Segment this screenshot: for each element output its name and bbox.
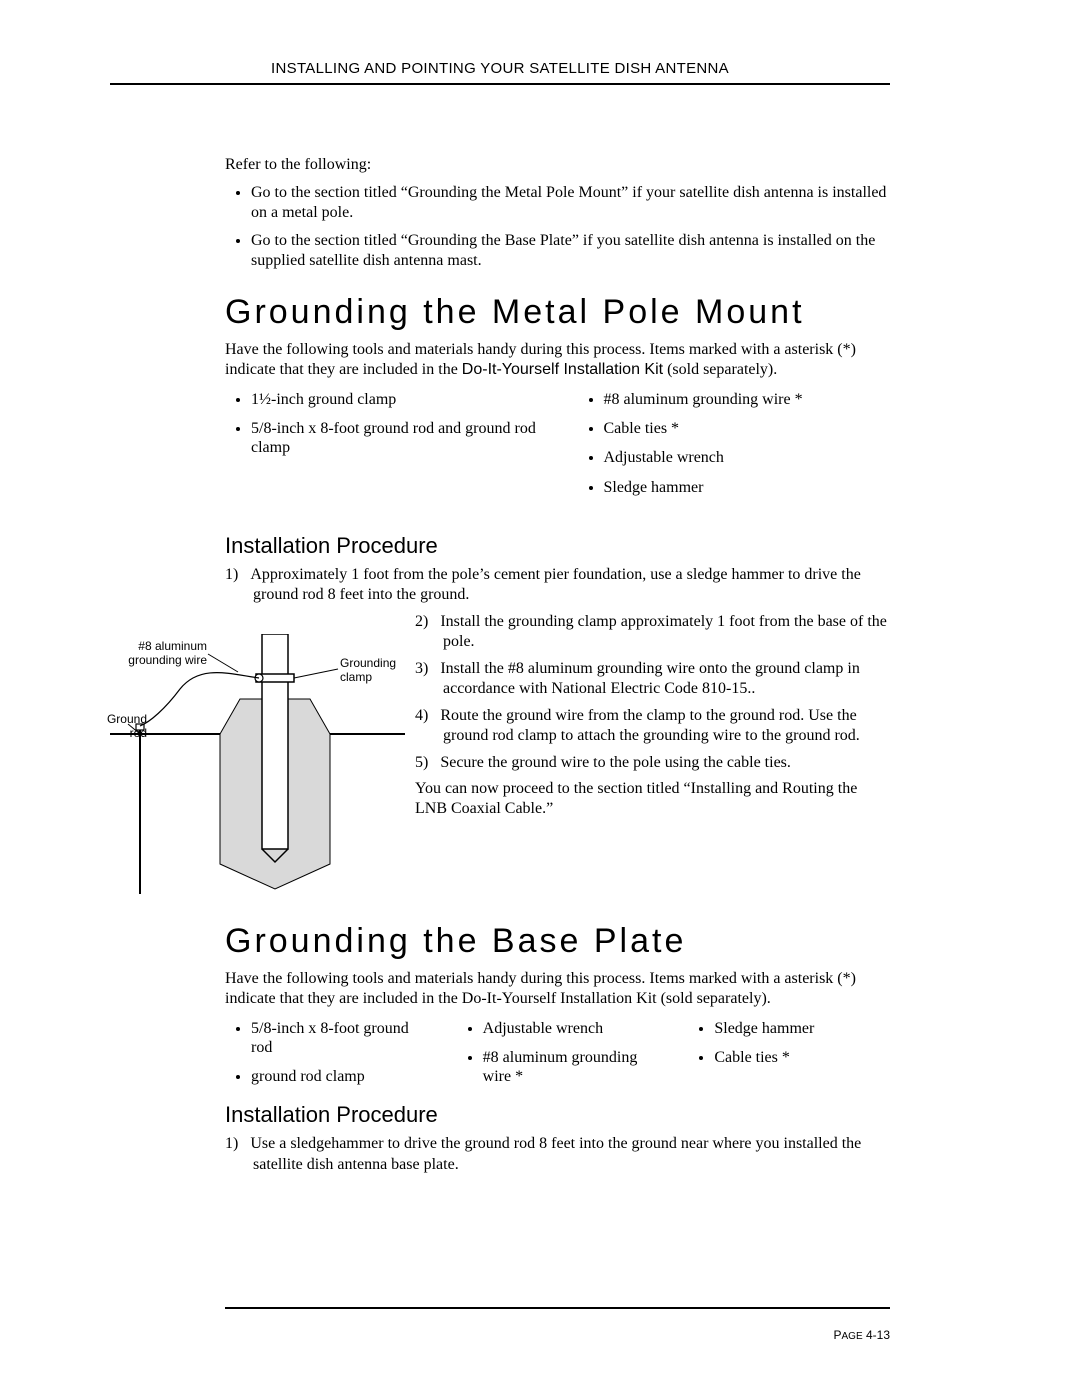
list-item: Cable ties * <box>604 419 891 438</box>
procedure-with-figure: #8 aluminum grounding wire Grounding cla… <box>225 612 890 882</box>
step-text: Approximately 1 foot from the pole’s cem… <box>250 566 861 603</box>
tools-list: 1½-inch ground clamp 5/8-inch x 8-foot g… <box>225 390 538 458</box>
footer-rule <box>225 1307 890 1309</box>
subhead-installation: Installation Procedure <box>225 533 890 559</box>
grounding-diagram: #8 aluminum grounding wire Grounding cla… <box>110 634 405 909</box>
closing-note: You can now proceed to the section title… <box>415 779 890 819</box>
figure-label-rod: Ground rod <box>92 712 147 740</box>
list-item: Adjustable wrench <box>604 448 891 467</box>
header-rule <box>110 83 890 85</box>
step-text: Install the #8 aluminum grounding wire o… <box>440 660 859 697</box>
step-text: Install the grounding clamp approximatel… <box>440 613 887 650</box>
step-number: 2) <box>415 613 428 630</box>
list-item: Sledge hammer <box>604 478 891 497</box>
tools-list: Adjustable wrench #8 aluminum grounding … <box>457 1019 659 1087</box>
tools-list: #8 aluminum grounding wire * Cable ties … <box>578 390 891 497</box>
page: INSTALLING AND POINTING YOUR SATELLITE D… <box>0 0 1080 1397</box>
list-item: Go to the section titled “Grounding the … <box>251 183 890 223</box>
running-head: INSTALLING AND POINTING YOUR SATELLITE D… <box>110 60 890 77</box>
subhead-installation: Installation Procedure <box>225 1102 890 1128</box>
list-item: Cable ties * <box>714 1048 890 1067</box>
step: 1) Approximately 1 foot from the pole’s … <box>225 565 890 606</box>
list-item: #8 aluminum grounding wire * <box>483 1048 659 1086</box>
step: 2) Install the grounding clamp approxima… <box>415 612 890 653</box>
step-number: 3) <box>415 660 428 677</box>
step: 3) Install the #8 aluminum grounding wir… <box>415 659 890 700</box>
figure-label-wire: #8 aluminum grounding wire <box>112 639 207 667</box>
tools-list: 5/8-inch x 8-foot ground rod ground rod … <box>225 1019 427 1087</box>
step-number: 1) <box>225 1135 238 1152</box>
list-item: 1½-inch ground clamp <box>251 390 538 409</box>
section-intro: Have the following tools and materials h… <box>225 969 890 1009</box>
step-text: Use a sledgehammer to drive the ground r… <box>250 1135 861 1172</box>
list-item: ground rod clamp <box>251 1067 427 1086</box>
procedure-steps: 2) Install the grounding clamp approxima… <box>415 612 890 819</box>
body-content: Refer to the following: Go to the sectio… <box>225 155 890 1175</box>
section-title-base-plate: Grounding the Base Plate <box>225 922 890 961</box>
step-number: 4) <box>415 707 428 724</box>
list-item: 5/8-inch x 8-foot ground rod <box>251 1019 427 1057</box>
kit-name: Do-It-Yourself Installation Kit <box>462 361 663 378</box>
step-number: 5) <box>415 754 428 771</box>
step-number: 1) <box>225 566 238 583</box>
step: 1) Use a sledgehammer to drive the groun… <box>225 1134 890 1175</box>
step: 4) Route the ground wire from the clamp … <box>415 706 890 747</box>
figure-label-clamp: Grounding clamp <box>340 656 410 684</box>
step-text: Route the ground wire from the clamp to … <box>440 707 859 744</box>
tools-columns: 5/8-inch x 8-foot ground rod ground rod … <box>225 1017 890 1097</box>
text: (sold separately). <box>663 361 777 378</box>
step: 5) Secure the ground wire to the pole us… <box>415 753 890 773</box>
step-text: Secure the ground wire to the pole using… <box>440 754 791 771</box>
list-item: Adjustable wrench <box>483 1019 659 1038</box>
page-number: PAGE PAGE 4-134-13 <box>833 1328 890 1342</box>
section-title-pole-mount: Grounding the Metal Pole Mount <box>225 293 890 332</box>
section-intro: Have the following tools and materials h… <box>225 340 890 380</box>
intro-bullets: Go to the section titled “Grounding the … <box>225 183 890 271</box>
intro-lead: Refer to the following: <box>225 155 890 175</box>
list-item: 5/8-inch x 8-foot ground rod and ground … <box>251 419 538 457</box>
list-item: Go to the section titled “Grounding the … <box>251 231 890 271</box>
list-item: Sledge hammer <box>714 1019 890 1038</box>
tools-list: Sledge hammer Cable ties * <box>688 1019 890 1067</box>
list-item: #8 aluminum grounding wire * <box>604 390 891 409</box>
tools-columns: 1½-inch ground clamp 5/8-inch x 8-foot g… <box>225 388 890 507</box>
